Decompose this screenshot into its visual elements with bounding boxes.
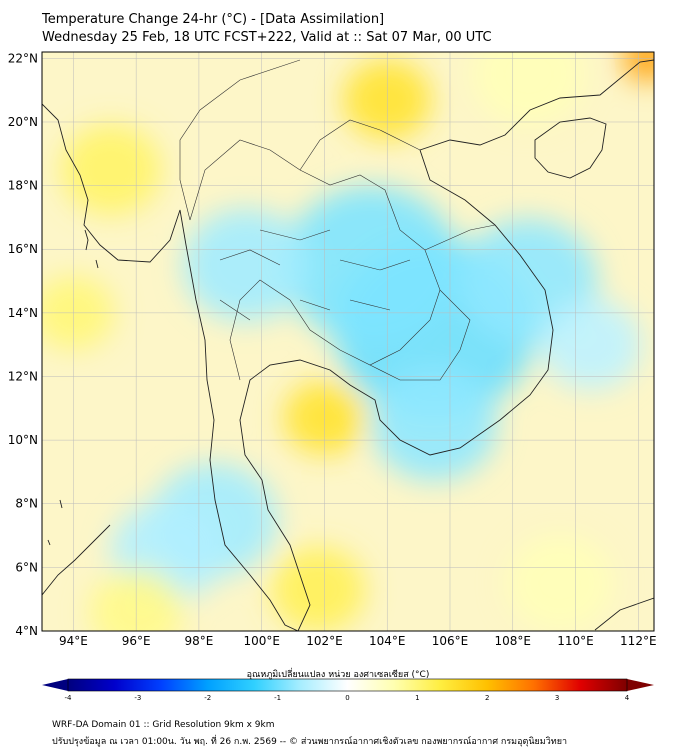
colorbar-tick-label: 2: [485, 694, 489, 700]
lat-tick-label: 14°N: [8, 306, 38, 320]
lon-tick-label: 100°E: [243, 634, 280, 648]
colorbar-tick-label: 1: [415, 694, 419, 700]
colorbar-tick-label: -2: [204, 694, 211, 700]
cambodia-border: [369, 289, 471, 381]
field-blob-7: [541, 299, 642, 390]
lat-tick-label: 20°N: [8, 115, 38, 129]
field-blob-13: [271, 547, 366, 631]
field-blob-15: [506, 535, 614, 631]
lon-tick-label: 108°E: [495, 634, 532, 648]
colorbar-tick-label: 0: [345, 694, 349, 700]
lon-tick-label: 110°E: [557, 634, 594, 648]
footer-model-info: WRF-DA Domain 01 :: Grid Resolution 9km …: [52, 720, 275, 730]
lat-tick-label: 6°N: [15, 560, 38, 574]
field-blob-11: [60, 124, 162, 215]
lon-tick-label: 106°E: [432, 634, 469, 648]
lat-tick-label: 12°N: [8, 369, 38, 383]
map-title: Temperature Change 24-hr (°C) - [Data As…: [42, 12, 385, 27]
country-borders: [179, 59, 496, 381]
lat-tick-label: 22°N: [8, 51, 38, 65]
colorbar-tick-label: -4: [65, 694, 73, 700]
coastlines: [42, 59, 654, 631]
colorbar: -4 -3 -2 -1 0 1 2 3 4: [42, 678, 654, 700]
map-frame: [41, 51, 655, 632]
laos-border: [299, 119, 496, 251]
hainan-island: [534, 117, 607, 179]
myanmar-border: [179, 59, 301, 221]
field-blob-4: [371, 367, 498, 481]
colorbar-gradient: [68, 679, 627, 691]
temperature-field: [42, 52, 654, 631]
gulf-coastline: [239, 59, 654, 631]
lat-tick-label: 10°N: [8, 433, 38, 447]
colorbar-label: อุณหภูมิเปลี่ยนแปลง หน่วย องศาเซลเซียส (…: [246, 670, 430, 680]
lat-tick-label: 8°N: [15, 497, 38, 511]
lon-tick-label: 102°E: [306, 634, 343, 648]
lat-tick-label: 16°N: [8, 242, 38, 256]
lat-tick-label: 18°N: [8, 179, 38, 193]
lon-tick-label: 94°E: [59, 634, 88, 648]
lon-tick-label: 104°E: [369, 634, 406, 648]
andaman-islands: [47, 229, 99, 546]
field-blob-16: [471, 52, 585, 126]
colorbar-tick-label: 3: [555, 694, 559, 700]
lat-tick-label: 4°N: [15, 624, 38, 638]
colorbar-min-arrow: [42, 679, 68, 691]
sumatra-coastline: [42, 524, 654, 631]
colorbar-max-arrow: [627, 679, 654, 691]
field-blob-1: [283, 186, 460, 345]
colorbar-ticks: -4 -3 -2 -1 0 1 2 3 4: [65, 694, 630, 700]
colorbar-tick-label: 4: [625, 694, 630, 700]
longitude-labels: 94°E 96°E 98°E 100°E 102°E 104°E 106°E 108°E 110…: [59, 634, 657, 648]
lon-tick-label: 112°E: [620, 634, 657, 648]
field-blob-2: [183, 208, 309, 322]
footer-credit: ปรับปรุงข้อมูล ณ เวลา 01:00น. วัน พฤ. ที…: [52, 737, 568, 747]
lon-tick-label: 96°E: [122, 634, 151, 648]
latitude-labels: 22°N 20°N 18°N 16°N 14°N 12°N 10°N 8°N 6°N 4°N: [8, 51, 38, 638]
colorbar-tick-label: -3: [134, 694, 141, 700]
mainland-coastline: [42, 103, 299, 631]
lon-tick-label: 98°E: [184, 634, 213, 648]
colorbar-tick-label: -1: [274, 694, 281, 700]
map-subtitle: Wednesday 25 Feb, 18 UTC FCST+222, Valid…: [42, 30, 492, 45]
provinces: [219, 229, 411, 321]
map-gridlines: [42, 52, 654, 631]
temperature-change-map: 22°N 20°N 18°N 16°N 14°N 12°N 10°N 8°N 6°N 4°N 94…: [8, 51, 657, 700]
